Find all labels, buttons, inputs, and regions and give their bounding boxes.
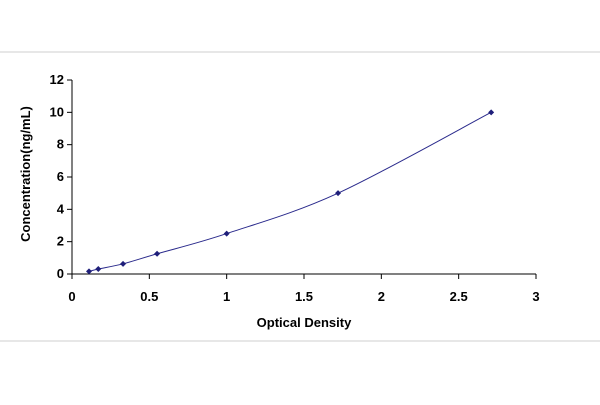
y-tick-label: 6 <box>57 169 64 184</box>
x-axis-ticks: 0 0.5 1 1.5 2 2.5 3 <box>68 274 540 304</box>
data-point <box>120 260 127 267</box>
y-tick-label: 4 <box>57 201 65 216</box>
y-axis-ticks: 0 2 4 6 8 10 12 <box>50 72 72 281</box>
x-tick-label: 1.5 <box>295 289 313 304</box>
data-point <box>335 190 342 197</box>
data-point <box>95 265 102 272</box>
y-tick-label: 12 <box>50 72 64 87</box>
data-point <box>488 109 495 116</box>
y-tick-label: 8 <box>57 137 64 152</box>
x-tick-label: 2 <box>378 289 385 304</box>
data-markers <box>86 109 495 275</box>
y-tick-label: 2 <box>57 234 64 249</box>
data-point <box>86 268 93 275</box>
x-tick-label: 1 <box>223 289 230 304</box>
y-tick-label: 0 <box>57 266 64 281</box>
y-axis-title: Concentration(ng/mL) <box>18 106 33 242</box>
x-tick-label: 2.5 <box>450 289 468 304</box>
x-axis-title: Optical Density <box>257 315 352 330</box>
y-tick-label: 10 <box>50 104 64 119</box>
x-tick-label: 0 <box>68 289 75 304</box>
data-point <box>154 250 161 257</box>
trend-line <box>88 111 492 272</box>
x-tick-label: 0.5 <box>140 289 158 304</box>
data-point <box>223 230 230 237</box>
x-tick-label: 3 <box>532 289 539 304</box>
